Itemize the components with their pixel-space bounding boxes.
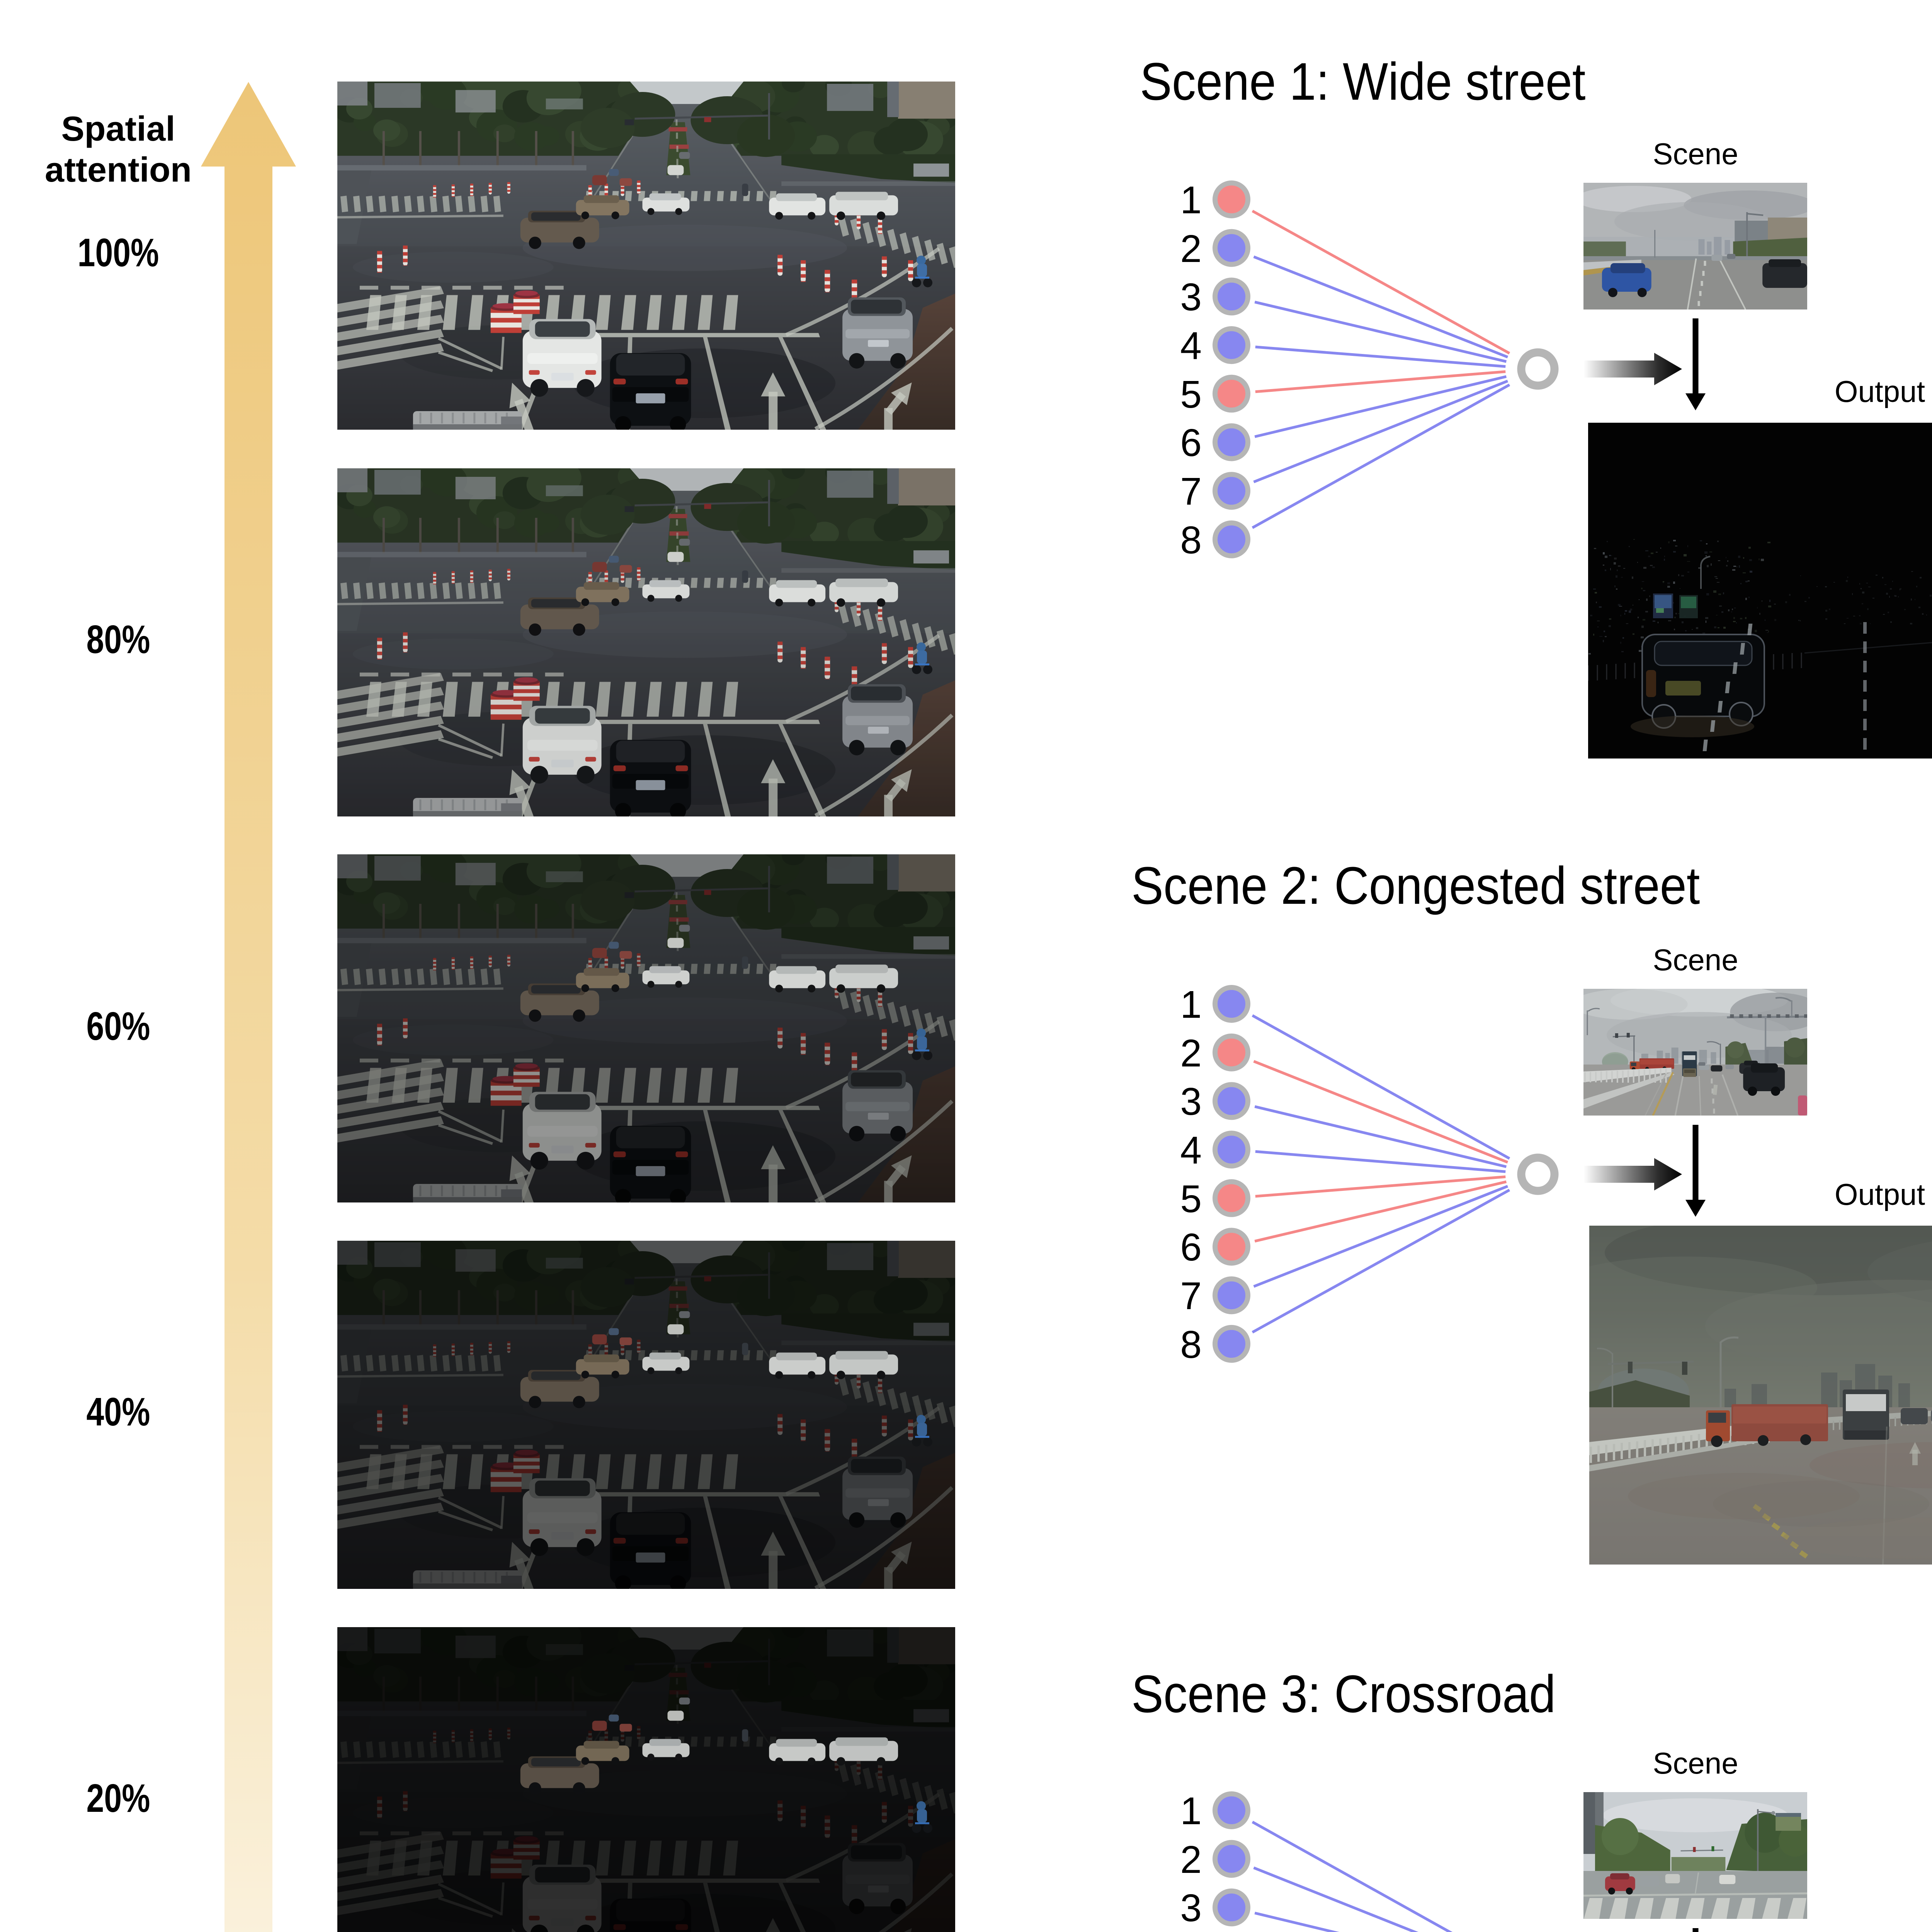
svg-text:4: 4 [1180,1129,1202,1172]
svg-text:2: 2 [1180,227,1202,270]
svg-text:4: 4 [1180,324,1202,367]
svg-text:5: 5 [1180,373,1202,416]
svg-text:8: 8 [1180,1323,1202,1366]
svg-text:1: 1 [1180,1789,1202,1833]
svg-text:6: 6 [1180,1226,1202,1269]
svg-text:3: 3 [1180,1080,1202,1123]
svg-text:1: 1 [1180,179,1202,222]
svg-text:1: 1 [1180,983,1202,1026]
svg-text:6: 6 [1180,421,1202,464]
svg-text:2: 2 [1180,1032,1202,1075]
svg-text:8: 8 [1180,519,1202,562]
svg-text:2: 2 [1180,1838,1202,1881]
svg-text:5: 5 [1180,1177,1202,1221]
svg-text:7: 7 [1180,470,1202,513]
svg-text:3: 3 [1180,276,1202,319]
svg-text:7: 7 [1180,1274,1202,1318]
svg-text:3: 3 [1180,1886,1202,1930]
